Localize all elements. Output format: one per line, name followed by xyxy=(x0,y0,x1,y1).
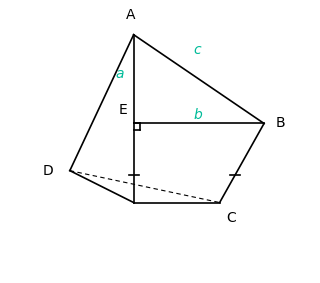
Text: a: a xyxy=(116,67,124,81)
Text: c: c xyxy=(194,43,201,57)
Text: E: E xyxy=(118,103,127,117)
Text: A: A xyxy=(126,8,136,22)
Text: B: B xyxy=(276,117,285,130)
Text: b: b xyxy=(193,108,202,122)
Text: D: D xyxy=(42,164,53,178)
Text: C: C xyxy=(226,211,236,225)
